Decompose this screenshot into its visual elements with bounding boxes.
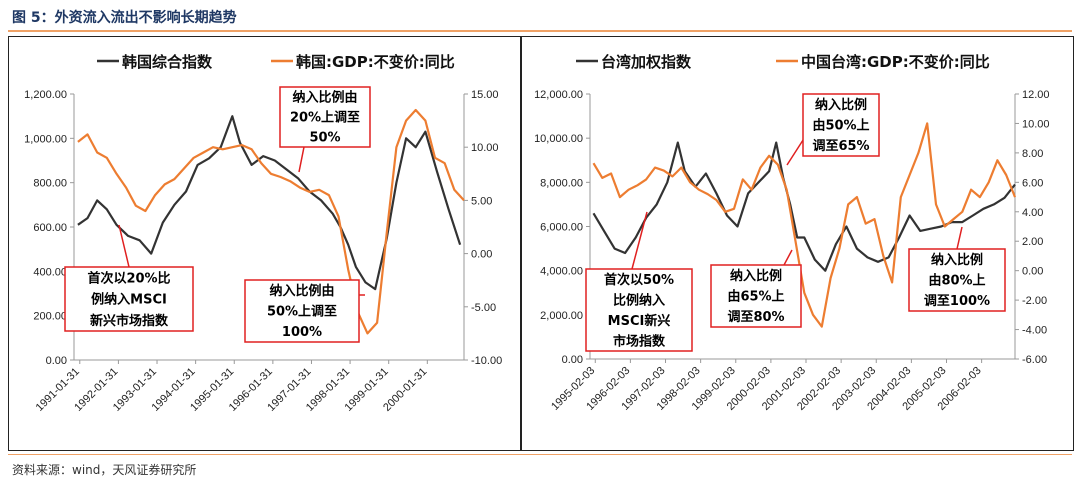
annotation-text: 例纳入MSCI [91, 292, 167, 308]
left-tick-label: 4,000.00 [540, 266, 583, 278]
annotation-pointer [631, 211, 648, 270]
annotation-text: 比例纳入 [613, 292, 665, 308]
left-tick-label: 1,000.00 [24, 133, 67, 145]
annotation-pointer [118, 224, 130, 268]
right-tick-label: 0.00 [471, 249, 492, 261]
left-tick-label: 0.00 [562, 354, 583, 366]
bottom-divider [8, 454, 1072, 455]
right-tick-label: 0.00 [1022, 266, 1043, 278]
right-tick-label: 6.00 [1022, 177, 1043, 189]
left-tick-label: 10,000.00 [534, 133, 583, 145]
source-note: 资料来源：wind，天风证券研究所 [12, 463, 197, 477]
annotation-text: 首次以50% [604, 272, 674, 288]
annotation-text: 由65%上 [727, 289, 784, 305]
right-tick-label: -10.00 [471, 355, 502, 367]
annotation-text: 50%上调至 [267, 305, 337, 320]
left-tick-label: 1,200.00 [24, 89, 67, 101]
taiwan-chart: 台湾加权指数 中国台湾:GDP:不变价:同比 0.00 2,000.00 4,000.0… [534, 53, 1050, 413]
right-tick-label: 12.00 [1022, 89, 1050, 101]
right-tick-label: -5.00 [471, 302, 496, 314]
left-tick-label: 2,000.00 [540, 310, 583, 322]
right-tick-label: 10.00 [1022, 118, 1050, 130]
annotation-box [908, 248, 1006, 312]
annotation-box [585, 268, 693, 352]
annotation-text: 调至80% [727, 310, 784, 325]
annotation-text: 纳入比例 [931, 252, 983, 268]
right-tick-label: 5.00 [471, 195, 492, 207]
annotation-box [802, 93, 880, 157]
annotation-text: 纳入比例 [815, 97, 867, 113]
korea-chart-panel: 韩国综合指数 韩国:GDP:不变价:同比 0.00 200.00 400.00 600.0… [8, 36, 521, 451]
annotation-text: 新兴市场指数 [90, 313, 169, 329]
legend-label: 中国台湾:GDP:不变价:同比 [801, 53, 990, 71]
right-tick-label: 10.00 [471, 142, 499, 154]
annotation-text: 由50%上 [812, 118, 869, 134]
annotation-text: 纳入比例由 [269, 283, 334, 299]
left-tick-label: 8,000.00 [540, 177, 583, 189]
left-tick-label: 800.00 [33, 178, 67, 190]
annotation-pointer [783, 249, 793, 266]
annotation-text: 调至65% [812, 139, 869, 154]
right-tick-label: -2.00 [1022, 295, 1047, 307]
right-tick-label: 4.00 [1022, 207, 1043, 219]
annotation-pointer [786, 136, 806, 166]
legend-label: 韩国综合指数 [122, 53, 213, 71]
annotation-text: 20%上调至 [290, 110, 360, 125]
left-tick-label: 200.00 [33, 311, 67, 323]
index-series-line [77, 115, 462, 291]
right-tick-label: 2.00 [1022, 236, 1043, 248]
left-tick-label: 6,000.00 [540, 222, 583, 234]
annotation-text: 50% [309, 130, 340, 145]
left-tick-label: 0.00 [46, 355, 67, 367]
legend-label: 台湾加权指数 [601, 53, 692, 71]
left-tick-label: 12,000.00 [534, 89, 583, 101]
left-tick-label: 400.00 [33, 266, 67, 278]
annotation-text: 纳入比例 [730, 268, 782, 284]
index-series-line [592, 141, 1016, 272]
gdp-series-line [77, 108, 465, 335]
annotation-text: 纳入比例由 [292, 89, 357, 105]
right-tick-label: -4.00 [1022, 325, 1047, 337]
annotation-text: 由80%上 [928, 273, 985, 289]
right-tick-label: -6.00 [1022, 354, 1047, 366]
annotation-text: 100% [282, 325, 322, 340]
annotation-box [279, 86, 371, 148]
annotation-text: MSCI新兴 [608, 313, 671, 329]
figure-title: 图 5：外资流入流出不影响长期趋势 [12, 10, 237, 26]
annotation-box [64, 266, 194, 332]
annotation-text: 市场指数 [613, 333, 666, 349]
annotation-box [710, 264, 802, 328]
annotation-text: 调至100% [924, 294, 990, 309]
korea-chart: 韩国综合指数 韩国:GDP:不变价:同比 0.00 200.00 400.00 600.0… [24, 53, 502, 414]
annotation-pointer [956, 226, 963, 250]
taiwan-chart-panel: 台湾加权指数 中国台湾:GDP:不变价:同比 0.00 2,000.00 4,000.0… [521, 36, 1074, 451]
right-tick-label: 8.00 [1022, 148, 1043, 160]
annotation-pointer [298, 146, 305, 173]
legend-label: 韩国:GDP:不变价:同比 [296, 53, 455, 71]
left-tick-label: 600.00 [33, 222, 67, 234]
annotation-text: 首次以20%比 [87, 270, 170, 286]
top-divider [8, 30, 1072, 32]
right-tick-label: 15.00 [471, 89, 499, 101]
gdp-series-line [592, 122, 1017, 328]
annotation-box [244, 279, 360, 343]
